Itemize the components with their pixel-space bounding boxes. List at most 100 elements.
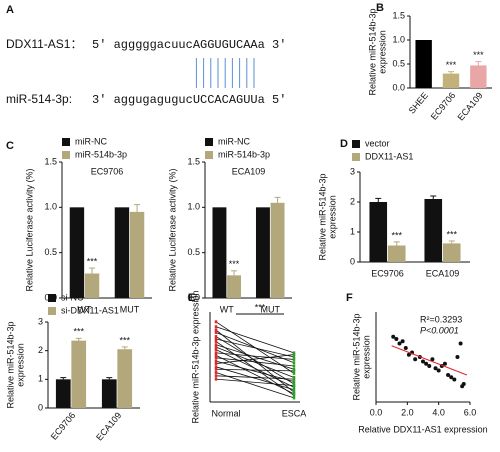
x-tick-label: 6.0: [464, 407, 477, 417]
point: [406, 352, 411, 357]
point: [461, 382, 466, 386]
pair-line: [215, 344, 295, 370]
annotation: R²=0.3293: [420, 314, 462, 324]
x-tick-label: SHEE: [407, 90, 430, 115]
significance: ***: [473, 50, 484, 60]
pair-line: [215, 329, 295, 393]
sequence: 5' agggggacuucAGGUGUCAAa 3': [92, 38, 286, 52]
point: [424, 361, 429, 366]
legend-label: miR-514b-3p: [218, 149, 270, 159]
bar: [470, 65, 487, 88]
chart-subtitle: ECA109: [232, 166, 266, 176]
legend-swatch: [352, 140, 360, 148]
y-axis-label: Relative miR-514b-3p expression: [190, 290, 200, 423]
x-tick-label: ECA109: [455, 90, 484, 122]
x-tick-label: Normal: [211, 408, 240, 418]
significance: ***: [255, 302, 266, 312]
y-tick-label: 1.5: [187, 156, 200, 166]
y-axis-label: Relative miR-514b-3p: [367, 8, 377, 95]
bar: [369, 202, 388, 262]
legend-label: miR-514b-3p: [75, 149, 127, 159]
x-tick-label: ECA109: [426, 268, 460, 278]
x-tick-label: MUT: [261, 304, 281, 314]
bar: [442, 243, 461, 262]
significance: ***: [87, 256, 98, 266]
x-tick-label: ESCA: [282, 408, 307, 418]
bar: [387, 245, 406, 262]
legend-label: vector: [365, 138, 390, 148]
bar: [55, 379, 71, 408]
point: [394, 337, 399, 341]
significance: ***: [446, 229, 457, 239]
pair-line: [215, 354, 295, 364]
x-tick-label: 2.0: [401, 407, 414, 417]
y-tick-label: 2: [38, 345, 43, 355]
x-tick-label: ECA109: [94, 410, 123, 442]
bar: [114, 207, 130, 298]
y-axis-label: expression: [377, 30, 387, 74]
fit-line: [391, 345, 468, 376]
y-tick-label: 0.5: [392, 58, 405, 68]
y-tick-label: 1: [350, 226, 355, 236]
y-tick-label: 1.5: [392, 10, 405, 20]
legend-label: miR-NC: [218, 136, 250, 146]
legend-swatch: [62, 138, 70, 146]
legend-swatch: [62, 151, 70, 159]
x-tick-label: MUT: [120, 304, 140, 314]
y-tick-label: 0.5: [44, 247, 57, 257]
legend-swatch: [205, 138, 213, 146]
significance: ***: [229, 259, 240, 269]
y-tick-label: 0.0: [187, 292, 200, 302]
y-tick-label: 0.5: [187, 247, 200, 257]
bar: [270, 202, 285, 298]
pair-line: [215, 368, 295, 372]
x-tick-label: 4.0: [432, 407, 445, 417]
pair-line: [215, 360, 295, 382]
x-tick-label: 0.0: [370, 407, 383, 417]
x-tick-label: EC9706: [371, 268, 404, 278]
point: [397, 341, 402, 346]
bar: [129, 211, 145, 298]
point: [433, 366, 438, 371]
y-tick-label: 1.0: [187, 202, 200, 212]
point: [430, 357, 435, 362]
y-tick-label: 3: [38, 316, 43, 326]
legend-swatch: [48, 294, 56, 302]
y-axis-label: Relative miR-514b-3p: [317, 173, 327, 260]
pair-line: [215, 352, 295, 360]
y-tick-label: 1.5: [44, 156, 57, 166]
point: [442, 361, 447, 366]
bar: [69, 207, 85, 298]
legend-label: DDX11-AS1: [365, 151, 413, 161]
point: [413, 357, 418, 362]
pair-line: [215, 366, 295, 391]
y-axis-label: Relative Luciferase activity (%): [167, 168, 177, 291]
x-tick-label: EC9706: [49, 410, 78, 441]
bar: [227, 275, 242, 298]
significance: ***: [73, 327, 84, 337]
point: [421, 359, 425, 364]
point: [449, 375, 454, 380]
x-tick-label: WT: [78, 304, 92, 314]
pair-line: [215, 338, 295, 358]
point: [391, 334, 396, 339]
pair-line: [215, 346, 295, 378]
panel-label: C: [6, 140, 14, 152]
point: [427, 364, 432, 368]
point: [458, 341, 463, 346]
y-axis-label: Relative miR-514b-3p: [351, 313, 361, 400]
y-axis-label: expression: [361, 335, 371, 379]
x-axis-label: Relative DDX11-AS1 expression: [358, 424, 487, 434]
y-axis-label: Relative miR-514b-3p: [5, 321, 15, 408]
pair-line: [215, 378, 295, 387]
annotation: P<0.0001: [420, 325, 459, 335]
legend-swatch: [352, 153, 360, 161]
legend-label: si-NC: [61, 292, 84, 302]
pair-line: [215, 375, 295, 380]
y-tick-label: 1.0: [392, 34, 405, 44]
bar: [117, 349, 133, 408]
panel-label: A: [6, 4, 14, 16]
panel-label: F: [346, 292, 353, 304]
y-tick-label: 0: [38, 402, 43, 412]
